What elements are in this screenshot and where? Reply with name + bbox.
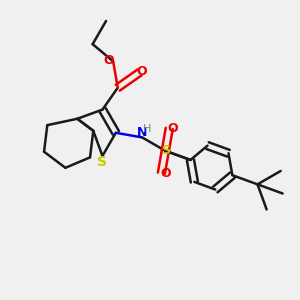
Text: N: N (137, 126, 148, 139)
Text: O: O (160, 167, 171, 180)
Text: H: H (143, 124, 152, 134)
Text: O: O (168, 122, 178, 135)
Text: S: S (98, 155, 107, 170)
Text: O: O (136, 65, 147, 78)
Text: O: O (103, 54, 114, 67)
Text: S: S (161, 144, 170, 157)
